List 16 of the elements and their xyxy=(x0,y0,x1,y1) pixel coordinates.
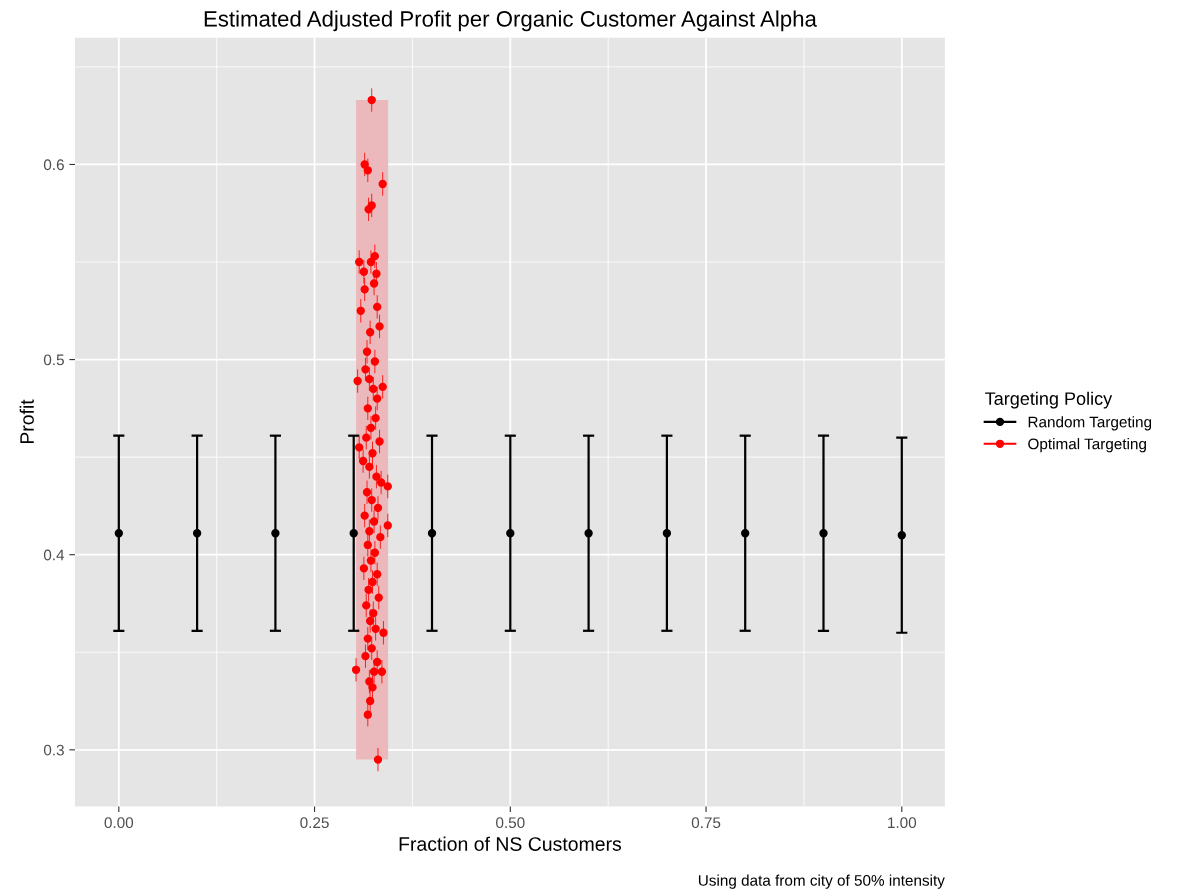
y-tick-label: 0.6 xyxy=(43,159,64,171)
text: Using data from city of 50% intensity xyxy=(698,874,945,889)
legend-label: Optimal Targeting xyxy=(1028,438,1146,453)
y-tick-label: 0.5 xyxy=(43,354,64,366)
legend-title: Targeting Policy xyxy=(985,391,1113,409)
x-axis-title: Fraction of NS Customers xyxy=(399,836,622,851)
y-tick-label: 0.4 xyxy=(43,549,65,561)
x-tick-label: 0.00 xyxy=(104,817,134,829)
y-axis-title: Profit xyxy=(19,399,34,444)
chart-title: Estimated Adjusted Profit per Organic Customer Against Alpha xyxy=(204,10,817,32)
x-tick-label: 0.75 xyxy=(691,817,721,829)
x-tick-label: 1.00 xyxy=(888,817,917,829)
legend-label: Random Targeting xyxy=(1028,416,1152,431)
x-tick-label: 0.25 xyxy=(300,817,329,829)
y-tick-label: 0.3 xyxy=(43,744,64,756)
x-tick-label: 0.50 xyxy=(496,817,525,829)
